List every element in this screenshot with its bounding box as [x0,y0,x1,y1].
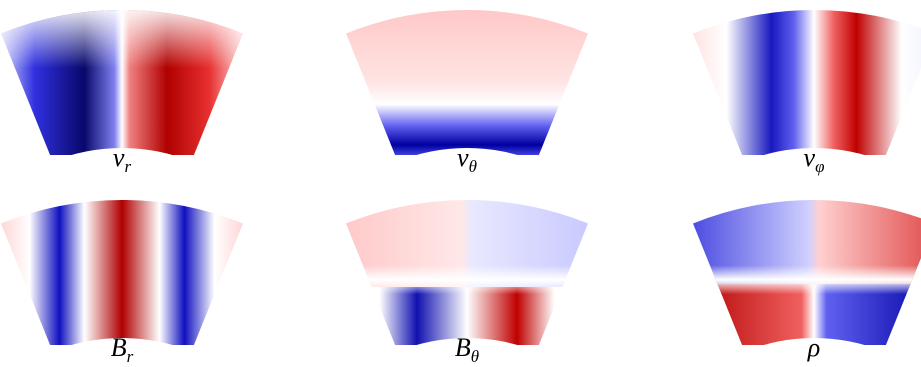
subscript: θ [470,347,480,367]
field-map [1,200,243,345]
panel-label: vφ [804,143,825,177]
field-fill [1,200,243,345]
field-map [346,200,588,345]
symbol: v [803,143,816,172]
field-fill [346,200,588,345]
field-fill [693,200,921,345]
field-map [693,200,921,345]
panel-label: Br [111,333,134,367]
field-fill [1,10,243,155]
panel-label: vr [113,143,131,177]
subscript: φ [815,157,825,177]
symbol: v [112,143,125,172]
symbol: ρ [807,333,821,362]
subscript: r [126,347,134,367]
field-map [346,10,588,155]
symbol: B [454,333,471,362]
field-fill [693,10,921,155]
panel-label: vθ [457,143,477,177]
panel-label: Bθ [455,333,479,367]
field-fill [346,10,588,155]
subscript: r [124,157,132,177]
field-map [693,10,921,155]
symbol: B [110,333,127,362]
subscript: θ [468,157,477,177]
symbol: v [457,143,469,172]
panel-label: ρ [808,333,820,363]
field-map [1,10,243,155]
